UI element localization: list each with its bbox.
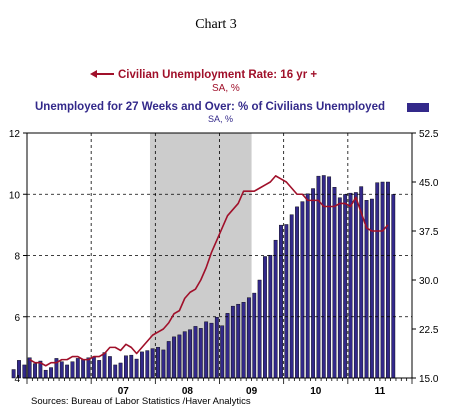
bar xyxy=(102,352,107,379)
bar xyxy=(337,197,342,379)
bar xyxy=(49,367,53,379)
bar xyxy=(22,364,27,379)
bar xyxy=(33,363,37,379)
y-left-tick-label: 12 xyxy=(9,129,21,140)
bar xyxy=(236,303,241,379)
bar xyxy=(273,239,278,379)
bar xyxy=(134,358,139,379)
bar xyxy=(70,361,75,379)
bar xyxy=(140,351,144,379)
bar xyxy=(252,292,257,379)
bar xyxy=(353,192,358,379)
bar xyxy=(177,334,182,379)
bar xyxy=(166,341,171,379)
y-right-tick-label: 15.0 xyxy=(419,374,439,385)
bar xyxy=(182,331,187,379)
x-tick-label: 07 xyxy=(118,386,130,397)
bar xyxy=(305,193,310,379)
bar xyxy=(375,182,380,379)
x-tick-label: 11 xyxy=(375,386,386,397)
legend-bar-label: Unemployed for 27 Weeks and Over: % of C… xyxy=(35,101,385,113)
bar xyxy=(145,350,150,379)
bar xyxy=(188,329,193,379)
legend-bar-unit: SA, % xyxy=(208,114,233,124)
y-right-tick-label: 22.5 xyxy=(419,325,439,336)
bar xyxy=(204,321,209,379)
legend-line-label: Civilian Unemployment Rate: 16 yr + xyxy=(118,69,317,81)
bar xyxy=(81,359,86,379)
bar xyxy=(241,302,246,379)
bar xyxy=(348,192,353,379)
bar xyxy=(75,358,80,379)
y-left-tick-label: 4 xyxy=(14,374,20,385)
bar xyxy=(289,214,294,379)
bar xyxy=(198,328,203,379)
bar xyxy=(311,188,315,379)
bar xyxy=(257,279,262,379)
bar xyxy=(43,369,48,379)
bar xyxy=(332,187,337,379)
bar xyxy=(17,360,21,379)
bar xyxy=(295,206,299,379)
legend-bar-swatch xyxy=(407,103,429,112)
bar xyxy=(11,369,16,379)
bar xyxy=(107,356,112,379)
bar xyxy=(156,347,160,379)
x-tick-label: 10 xyxy=(310,386,322,397)
bar xyxy=(220,325,225,379)
y-left-tick-label: 10 xyxy=(9,190,21,201)
bar xyxy=(369,198,374,379)
bar xyxy=(391,194,396,379)
bar xyxy=(150,348,155,379)
bar xyxy=(225,313,230,379)
bar xyxy=(284,224,289,379)
y-left-tick-label: 8 xyxy=(14,252,20,263)
bar xyxy=(65,364,70,379)
y-right-tick-label: 52.5 xyxy=(419,129,439,140)
bar xyxy=(118,362,123,379)
bar xyxy=(246,297,251,379)
series-line xyxy=(29,175,389,367)
bar xyxy=(386,181,390,379)
legend-line-unit: SA, % xyxy=(212,83,240,94)
source-note: Sources: Bureau of Labor Statistics /Hav… xyxy=(31,396,251,407)
legend-line-entry: Civilian Unemployment Rate: 16 yr + SA, … xyxy=(90,69,317,94)
bar xyxy=(161,349,166,379)
legend-arrow-icon xyxy=(90,70,97,78)
chart-title: Chart 3 xyxy=(195,17,237,32)
bar xyxy=(300,201,305,379)
bar xyxy=(86,357,91,379)
bar xyxy=(113,364,118,379)
bar xyxy=(279,224,283,379)
bar xyxy=(91,356,96,379)
bar xyxy=(214,317,219,379)
bar xyxy=(124,355,128,379)
y-left-tick-label: 6 xyxy=(14,313,20,324)
bar xyxy=(343,194,348,379)
bar xyxy=(172,336,176,379)
bar xyxy=(129,354,134,379)
x-tick-label: 09 xyxy=(246,386,258,397)
bar xyxy=(209,322,214,379)
y-right-tick-label: 45.0 xyxy=(419,178,439,189)
bar xyxy=(59,361,64,379)
bar xyxy=(316,175,321,379)
x-tick-label: 08 xyxy=(182,386,194,397)
bar xyxy=(97,360,102,379)
bar xyxy=(263,256,267,379)
legend-bar-entry: Unemployed for 27 Weeks and Over: % of C… xyxy=(35,101,429,124)
bar xyxy=(193,326,198,379)
y-right-tick-label: 30.0 xyxy=(419,276,439,287)
bar xyxy=(380,181,385,379)
y-right-tick-label: 37.5 xyxy=(419,227,439,238)
